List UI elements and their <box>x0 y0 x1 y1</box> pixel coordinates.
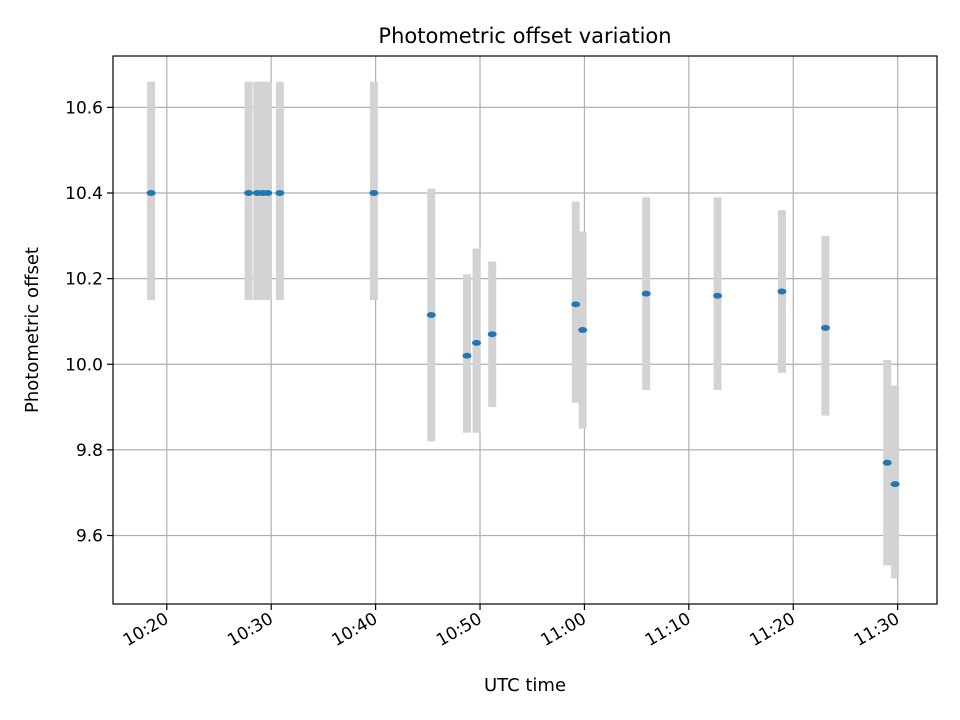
data-point <box>882 459 892 466</box>
data-point <box>578 327 588 333</box>
data-point <box>890 481 900 488</box>
data-point <box>713 292 723 299</box>
y-tick-label: 10.0 <box>65 355 103 375</box>
y-tick-label: 9.6 <box>76 527 103 547</box>
data-point <box>820 324 830 331</box>
data-point <box>487 331 497 338</box>
y-tick-label: 10.4 <box>65 184 103 204</box>
data-point <box>472 339 482 346</box>
x-axis-label: UTC time <box>484 675 566 696</box>
data-point <box>369 190 379 196</box>
y-tick-label: 10.2 <box>65 270 103 290</box>
data-points <box>146 190 900 488</box>
plot-frame <box>112 55 938 605</box>
data-point <box>641 290 651 297</box>
data-point <box>571 301 581 308</box>
data-point <box>275 190 285 196</box>
chart-title: Photometric offset variation <box>378 24 671 48</box>
data-point <box>146 190 156 196</box>
y-axis-label: Photometric offset <box>22 247 43 413</box>
data-point <box>244 190 254 196</box>
data-point <box>263 190 273 196</box>
data-point <box>462 352 472 359</box>
y-tick-label: 9.8 <box>76 441 103 461</box>
data-point <box>777 288 787 295</box>
data-point <box>426 312 436 319</box>
y-tick-label: 10.6 <box>65 98 103 118</box>
